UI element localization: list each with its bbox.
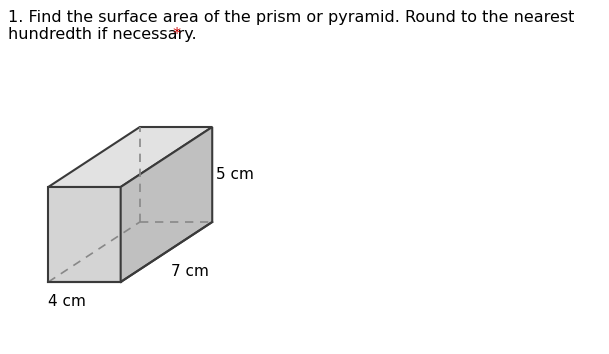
- Polygon shape: [48, 127, 212, 187]
- Text: 5 cm: 5 cm: [216, 167, 255, 182]
- Text: 4 cm: 4 cm: [48, 294, 86, 309]
- Text: *: *: [168, 27, 181, 42]
- Text: 7 cm: 7 cm: [171, 264, 208, 279]
- Text: 1. Find the surface area of the prism or pyramid. Round to the nearest: 1. Find the surface area of the prism or…: [9, 10, 575, 25]
- Polygon shape: [121, 127, 212, 282]
- Text: hundredth if necessary.: hundredth if necessary.: [9, 27, 197, 42]
- Polygon shape: [48, 187, 121, 282]
